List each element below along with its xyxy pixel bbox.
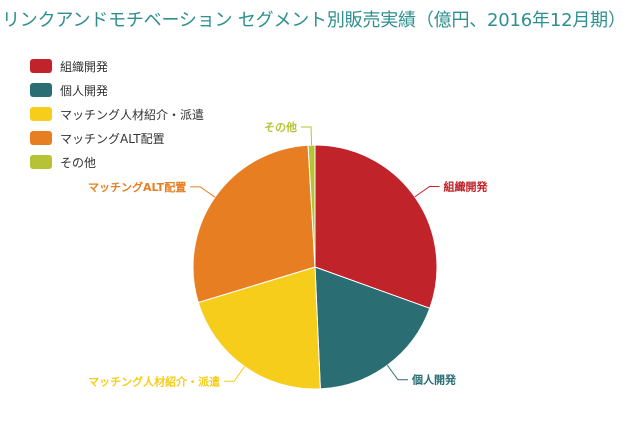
leader-line-matching-placement-dispatch <box>224 366 245 382</box>
legend: 組織開発 個人開発 マッチング人材紹介・派遣 マッチングALT配置 その他 <box>30 54 204 174</box>
legend-label: その他 <box>60 155 97 170</box>
legend-item-organization-development[interactable]: 組織開発 <box>30 54 204 78</box>
data-label-organization-development: 組織開発 <box>444 179 489 193</box>
legend-label: マッチング人材紹介・派遣 <box>60 107 205 122</box>
pie-slice-matching-placement-dispatch[interactable] <box>197 266 321 390</box>
legend-swatch <box>30 131 52 145</box>
pie-slice-organization-development[interactable] <box>314 144 438 309</box>
legend-swatch <box>30 107 52 121</box>
data-label-other: その他 <box>264 120 297 134</box>
leader-line-individual-development <box>386 364 408 381</box>
leader-line-organization-development <box>414 185 440 198</box>
legend-swatch <box>30 83 52 97</box>
legend-label: 組織開発 <box>60 59 109 74</box>
chart-title: リンクアンドモチベーション セグメント別販売実績（億円、2016年12月期） <box>2 10 626 31</box>
legend-item-individual-development[interactable]: 個人開発 <box>30 78 204 102</box>
data-label-individual-development: 個人開発 <box>411 373 457 387</box>
pie-slice-other[interactable] <box>307 144 316 268</box>
data-label-matching-placement-dispatch: マッチング人材紹介・派遣 <box>88 374 220 388</box>
data-label-matching-alt: マッチングALT配置 <box>88 180 186 194</box>
legend-label: マッチングALT配置 <box>60 131 165 146</box>
legend-swatch <box>30 155 52 169</box>
legend-label: 個人開発 <box>60 83 109 98</box>
leader-line-matching-alt <box>190 186 216 198</box>
legend-item-other[interactable]: その他 <box>30 150 204 174</box>
leader-line-other <box>301 126 313 146</box>
legend-item-matching-alt[interactable]: マッチングALT配置 <box>30 126 204 150</box>
pie-slice-individual-development[interactable] <box>314 266 431 390</box>
legend-swatch <box>30 59 52 73</box>
legend-item-matching-placement-dispatch[interactable]: マッチング人材紹介・派遣 <box>30 102 204 126</box>
